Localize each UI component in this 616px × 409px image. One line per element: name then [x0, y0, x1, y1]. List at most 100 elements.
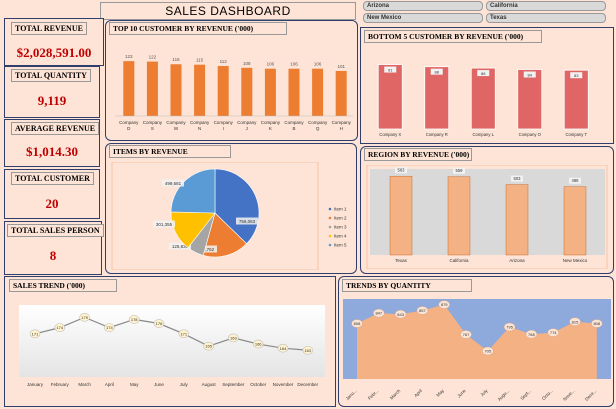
pie-slice [170, 168, 216, 214]
trends-quantity-data-label: 705 [484, 349, 491, 354]
top10-data-label: 115 [196, 58, 204, 63]
trends-quantity-point [503, 322, 516, 332]
trends-quantity-area [357, 304, 597, 379]
top10-data-label: 116 [172, 57, 180, 62]
region-bar [505, 184, 529, 256]
pie-slice [214, 168, 260, 245]
sales-trend-tick-label: December [297, 382, 318, 387]
trends-quantity-point [569, 317, 581, 326]
top10-tick-label: Company [332, 120, 352, 125]
kpi-total-sales-person: TOTAL SALES PERSON 8 [4, 221, 104, 275]
kpi-value: 8 [49, 248, 57, 263]
sales-trend-point [153, 319, 165, 328]
kpi-total-revenue: TOTAL REVENUE $2,028,591.00 [4, 18, 104, 66]
sales-trend-data-label: 165 [205, 344, 212, 349]
trends-quantity-title: TRENDS BY QUANTITY [342, 279, 472, 292]
sales-trend-tick-label: August [202, 382, 217, 387]
region-bar [389, 175, 413, 256]
slicer-texas[interactable]: Texas [486, 13, 606, 23]
top10-bar [194, 64, 206, 116]
top10-tick-label: Company [119, 120, 139, 125]
items-panel: ITEMS BY REVENUE 756,053 345,762 125,830 30… [105, 143, 357, 274]
slicer-new-mexico[interactable]: New Mexico [363, 13, 483, 23]
region-label-bg [453, 167, 465, 174]
region-bar [563, 186, 587, 256]
pie-label-bg [195, 245, 217, 253]
trends-quantity-point [482, 346, 494, 356]
trends-quantity-tick-label: Sept... [519, 388, 532, 401]
pie-label-bg [162, 179, 184, 187]
sales-trend-data-label: 163 [304, 348, 311, 353]
kpi-value: $2,028,591.00 [16, 45, 92, 60]
slicer-arizona[interactable]: Arizona [363, 1, 483, 11]
bottom5-label-bg [430, 68, 443, 75]
region-tick-label: Arizona [509, 258, 525, 263]
top10-bar [146, 61, 158, 116]
sales-trend-data-label: 174 [56, 325, 63, 330]
region-label-bg [511, 175, 523, 182]
trends-quantity-data-label: 767 [463, 332, 470, 337]
sales-trend-point [54, 323, 66, 332]
legend-marker [328, 234, 332, 238]
sales-trend-tick-label: November [273, 382, 294, 387]
legend-marker [328, 243, 332, 247]
top10-tick-label: J [246, 126, 248, 131]
sales-trend-plot-area [19, 305, 325, 377]
bottom5-bar [517, 69, 543, 130]
slicer-california[interactable]: California [486, 1, 606, 11]
top10-tick-label: H [340, 126, 343, 131]
trends-quantity-tick-label: April [413, 388, 423, 398]
bottom5-data-label: 88 [435, 69, 440, 74]
region-title: REGION BY REVENUE ('000) [364, 148, 472, 161]
top10-bar [335, 70, 347, 116]
trends-quantity-point [394, 309, 407, 319]
bottom5-tick-label: Company R [426, 132, 448, 137]
kpi-total-customer: TOTAL CUSTOMER 20 [4, 169, 100, 219]
legend-marker [328, 216, 332, 220]
bottom5-tick-label: Company T [565, 132, 587, 137]
sales-trend-panel: SALES TREND ('000) 171 January 174 February… [4, 276, 336, 407]
top10-chart: 123CompanyD122CompanyS116CompanyW115Comp… [111, 38, 355, 138]
sales-trend-tick-label: October [250, 382, 267, 387]
sales-trend-point [277, 343, 289, 353]
trends-quantity-point [373, 308, 385, 318]
region-panel: REGION BY REVENUE ('000) 563 Texas 559 Cali… [360, 146, 614, 274]
trends-quantity-tick-label: Augu... [497, 388, 511, 402]
trends-quantity-data-label: 879 [441, 302, 448, 307]
kpi-average-revenue: AVERAGE REVENUE $1,014.30 [4, 119, 100, 167]
top10-data-label: 106 [290, 62, 298, 67]
trends-quantity-tick-label: Dece... [584, 388, 598, 402]
top10-data-label: 112 [220, 59, 228, 64]
trends-quantity-data-label: 815 [572, 319, 579, 324]
sales-trend-data-label: 164 [280, 346, 287, 351]
trends-quantity-tick-label: Janu... [345, 388, 358, 401]
top10-tick-label: I [223, 126, 224, 131]
sales-trend-data-label: 166 [255, 342, 262, 347]
trends-quantity-data-label: 774 [550, 330, 557, 335]
region-data-label: 488 [572, 178, 580, 183]
trends-quantity-data-label: 847 [375, 311, 382, 316]
region-tick-label: Texas [395, 258, 408, 263]
region-tick-label: New Mexico [563, 258, 588, 263]
region-bar [447, 176, 471, 256]
bottom5-bar [563, 69, 589, 130]
pie-data-label: 125,830 [172, 244, 189, 249]
kpi-value: 9,119 [37, 93, 67, 108]
top10-bar [241, 67, 253, 116]
legend-label: Item 3 [334, 225, 347, 230]
sales-trend-point [29, 329, 41, 339]
trends-quantity-data-label: 795 [506, 325, 513, 330]
bottom5-title: BOTTOM 5 CUSTOMER BY REVENUE ('000) [364, 30, 542, 43]
trends-quantity-tick-label: Febr... [367, 388, 380, 401]
top10-data-label: 108 [243, 61, 251, 66]
top10-bar [170, 64, 182, 116]
trends-quantity-point [438, 300, 450, 309]
trends-quantity-data-label: 808 [593, 321, 600, 326]
top10-tick-label: Company [214, 120, 234, 125]
top10-tick-label: K [269, 126, 272, 131]
sales-trend-data-label: 179 [81, 315, 88, 320]
top10-tick-label: S [151, 126, 154, 131]
top10-tick-label: Company [237, 120, 257, 125]
trends-quantity-point [525, 329, 538, 339]
bottom5-bar [377, 64, 403, 130]
